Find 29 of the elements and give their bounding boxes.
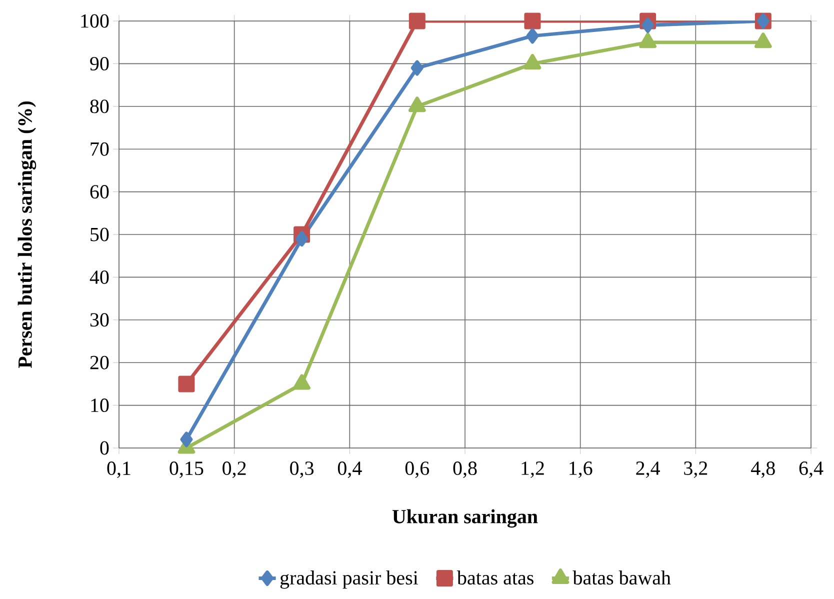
y-tick-label: 90 bbox=[90, 56, 109, 70]
x-tick-label: 6,4 bbox=[799, 462, 824, 478]
x-tick-label: 0,2 bbox=[222, 462, 246, 478]
y-tick-label: 70 bbox=[90, 142, 109, 156]
y-tick-label: 60 bbox=[90, 185, 109, 199]
x-tick-label: 1,6 bbox=[570, 462, 592, 478]
x-tick-label: 3,2 bbox=[684, 462, 708, 478]
legend-label: batas bawah bbox=[572, 570, 671, 585]
x-tick-label: 0,8 bbox=[453, 462, 477, 478]
y-tick-label: 40 bbox=[90, 270, 109, 284]
y-axis-title: Persen butir lolos saringan (%) bbox=[18, 101, 36, 368]
legend-label: batas atas bbox=[456, 570, 534, 585]
x-tick-label: 1,2 bbox=[522, 462, 544, 478]
legend-label: gradasi pasir besi bbox=[280, 570, 418, 589]
x-tick-label: 4,8 bbox=[751, 462, 775, 478]
y-tick-label: 30 bbox=[90, 313, 109, 327]
x-axis-title: Ukuran saringan bbox=[392, 509, 538, 528]
x-tick-label: 0,15 bbox=[170, 462, 204, 478]
y-tick-label: 80 bbox=[90, 100, 109, 114]
x-tick-label: 0,3 bbox=[290, 462, 314, 478]
y-tick-label: 0 bbox=[100, 441, 109, 455]
x-tick-label: 0,1 bbox=[107, 462, 130, 478]
y-tick-label: 100 bbox=[81, 14, 109, 28]
y-tick-label: 10 bbox=[91, 398, 109, 412]
x-tick-label: 0,4 bbox=[338, 462, 362, 478]
y-tick-label: 20 bbox=[90, 356, 109, 370]
x-tick-label: 2,4 bbox=[636, 462, 660, 478]
x-tick-label: 0,6 bbox=[405, 462, 430, 478]
y-tick-label: 50 bbox=[90, 228, 109, 242]
